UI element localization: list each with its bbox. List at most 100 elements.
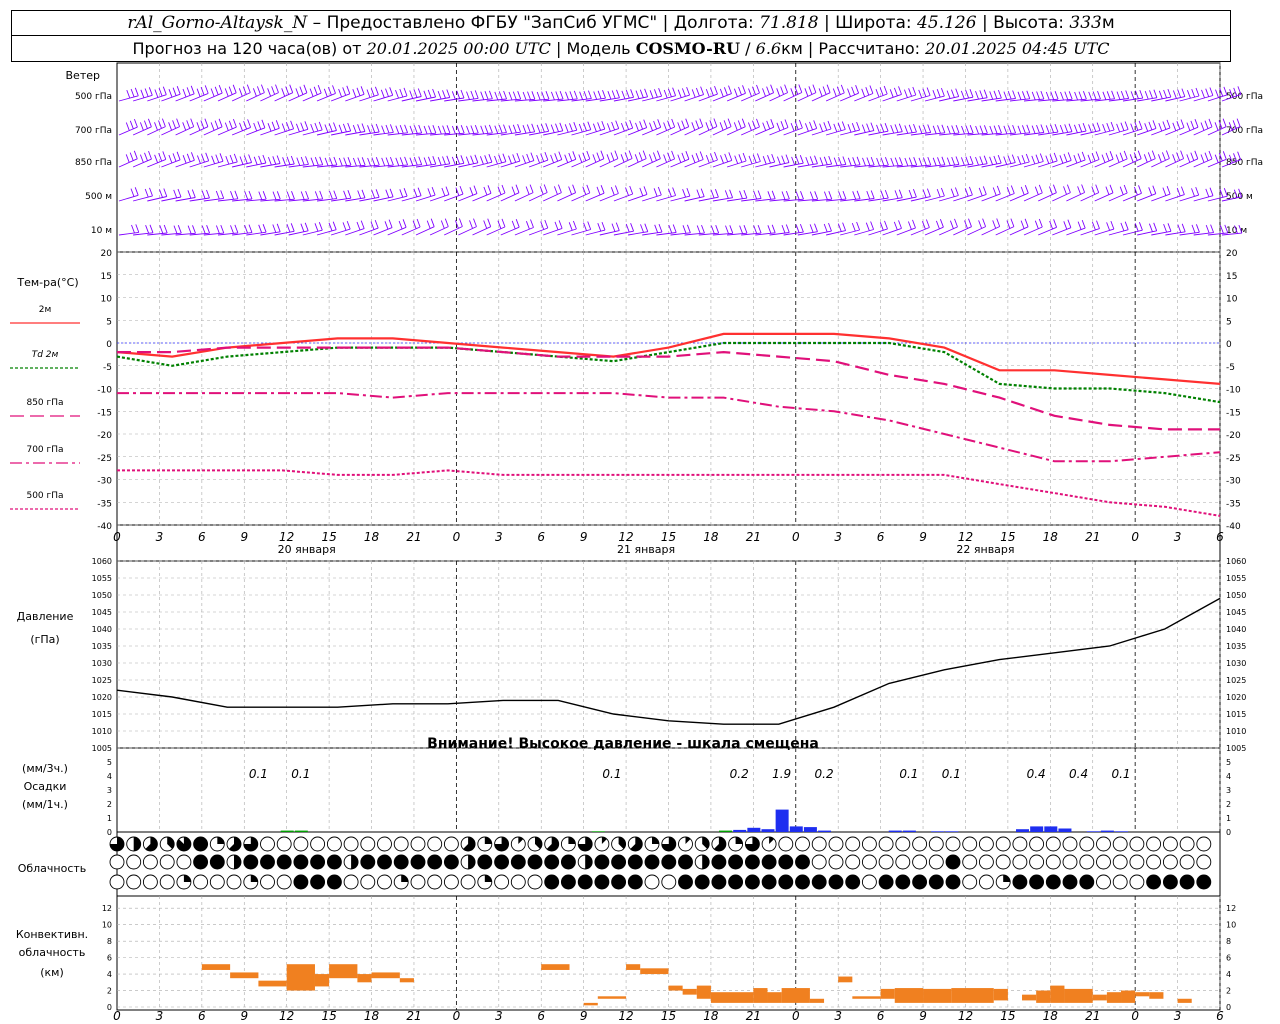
pressure-tick: 1020: [92, 693, 112, 702]
wind-barb-icon: [910, 87, 931, 102]
wind-barb-row: [118, 218, 1243, 236]
wind-barb-icon: [698, 118, 718, 136]
wind-level-label: 850 гПа: [75, 158, 112, 168]
wind-barb-icon: [981, 154, 1002, 168]
precip-3h-value: 0.1: [291, 767, 310, 781]
conv-cloud-bar: [640, 968, 669, 975]
wind-barb-icon: [246, 191, 267, 202]
cloud-cover-circle-icon: [443, 874, 459, 890]
cloud-cover-fill: [468, 855, 476, 869]
precip-3h-label: (мм/3ч.): [22, 762, 68, 775]
wind-barb-icon: [1151, 150, 1170, 168]
precip-3h-value: 0.1: [249, 767, 268, 781]
forecast-start: 20.01.2025 00:00 UTC: [366, 39, 551, 58]
time-tick: 12: [279, 530, 294, 544]
cloud-cover-fill: [795, 855, 810, 869]
wind-barb-icon: [599, 150, 619, 168]
wind-barb-icon: [189, 189, 210, 202]
wind-barb-icon: [331, 190, 352, 202]
temperature-tick-right: -25: [1226, 454, 1241, 464]
cloud-cover-circle-icon: [1045, 854, 1061, 870]
pressure-tick: 1010: [92, 727, 112, 736]
pressure-tick-right: 1020: [1226, 693, 1246, 702]
wind-barb-icon: [1137, 89, 1158, 102]
conv-cloud-bar: [696, 985, 711, 999]
cloud-cover-circle-icon: [410, 874, 426, 890]
cloud-cover-fill: [778, 855, 793, 869]
conv-cloud-bar: [781, 988, 810, 1003]
cloud-cover-circle-icon: [1129, 854, 1145, 870]
conv-cloud-bar: [809, 998, 825, 1003]
wind-barb-icon: [232, 190, 253, 202]
cloud-cover-circle-icon: [895, 836, 911, 852]
cloud-cover-fill: [728, 855, 743, 869]
cloud-cover-fill: [145, 836, 158, 851]
wind-barb-icon: [359, 157, 380, 168]
temperature-tick: -25: [97, 454, 112, 464]
cloud-cover-circle-icon: [1079, 854, 1095, 870]
wind-barb-icon: [854, 85, 874, 102]
wind-barb-icon: [359, 86, 379, 102]
cloud-cover-fill: [1029, 875, 1044, 889]
wind-barb-icon: [217, 224, 239, 236]
wind-barb-icon: [939, 88, 960, 102]
precip-3h-value: 0.4: [1069, 767, 1088, 781]
conv-cloud-bar: [541, 964, 570, 970]
wind-barb-icon: [811, 155, 833, 168]
wind-barb-icon: [840, 121, 861, 136]
wind-barb-icon: [1122, 120, 1143, 136]
wind-barb-icon: [825, 84, 845, 102]
cloud-cover-fill: [477, 855, 492, 869]
time-tick: 3: [834, 530, 842, 544]
wind-barb-icon: [1151, 223, 1172, 236]
cloud-cover-fill: [778, 875, 793, 889]
cloud-cover-fill: [229, 836, 242, 851]
temperature-tick: 20: [101, 249, 113, 259]
wind-barb-icon: [316, 156, 338, 168]
wind-barb-icon: [613, 119, 634, 136]
conv-tick-right: 12: [1226, 904, 1236, 913]
wind-barb-icon: [557, 90, 578, 102]
time-tick: 0: [1131, 530, 1139, 544]
cloud-cover-circle-icon: [427, 836, 443, 852]
precip-3h-value: 0.2: [815, 767, 834, 781]
wind-barb-icon: [316, 85, 336, 102]
wind-barb-icon: [458, 124, 479, 136]
pressure-tick-right: 1035: [1226, 642, 1246, 651]
time-tick: 3: [1174, 530, 1182, 544]
time-tick-bottom: 0: [113, 1009, 121, 1023]
wind-barb-icon: [1193, 224, 1215, 236]
pressure-tick: 1030: [92, 659, 112, 668]
wind-barb-icon: [1137, 222, 1158, 236]
cloud-cover-fill: [561, 875, 576, 889]
wind-barb-icon: [571, 150, 591, 168]
wind-barb-icon: [726, 85, 746, 102]
wind-barb-icon: [868, 85, 888, 102]
wind-barb-icon: [147, 224, 168, 236]
wind-barb-icon: [1151, 185, 1171, 202]
time-tick-bottom: 12: [958, 1009, 973, 1023]
wind-barb-icon: [528, 219, 549, 236]
time-tick-bottom: 0: [792, 1009, 800, 1023]
wind-barb-icon: [472, 124, 493, 136]
wind-barb-icon: [712, 152, 733, 168]
model-res: 6.6: [755, 39, 782, 58]
cloud-cover-circle-icon: [962, 854, 978, 870]
pressure-tick: 1015: [92, 710, 112, 719]
precip-1h-label: (мм/1ч.): [22, 798, 68, 811]
conv-tick: 0: [107, 1003, 112, 1012]
precip-3h-value: 0.1: [899, 767, 918, 781]
precip-tick: 1: [107, 814, 112, 823]
cloud-cover-fill: [645, 855, 659, 869]
precip-bar: [1058, 828, 1072, 832]
cloud-cover-fill: [1063, 875, 1077, 889]
cloud-cover-circle-icon: [1012, 854, 1028, 870]
wind-barb-icon: [316, 122, 337, 136]
conv-tick-right: 6: [1226, 954, 1231, 963]
cloud-cover-circle-icon: [443, 836, 459, 852]
wind-barb-icon: [1193, 187, 1214, 202]
wind-barb-icon: [797, 84, 817, 102]
cloud-cover-fill: [1012, 875, 1027, 889]
wind-barb-icon: [316, 221, 337, 236]
cloud-cover-fill: [1046, 875, 1061, 889]
